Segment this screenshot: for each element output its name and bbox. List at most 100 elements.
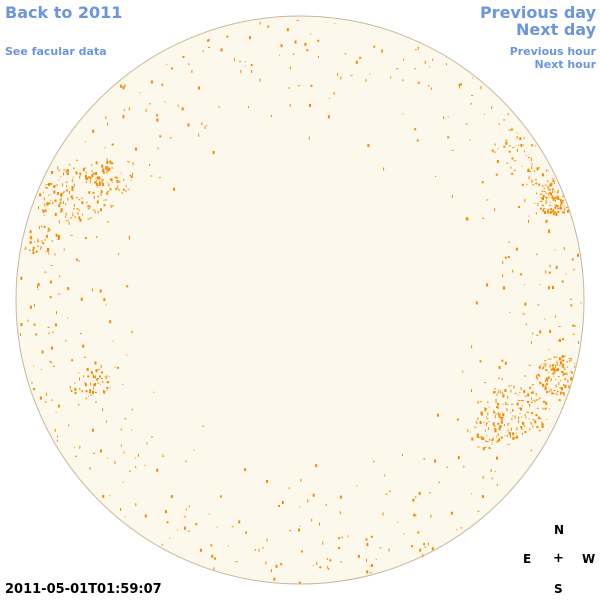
facular-speck <box>82 213 84 216</box>
facular-speck <box>503 145 506 148</box>
facular-speck <box>553 370 555 373</box>
facular-speck <box>135 147 137 151</box>
facular-speck <box>79 333 82 335</box>
facular-speck <box>103 390 106 394</box>
facular-speck <box>418 491 421 495</box>
facular-speck <box>560 380 562 382</box>
facular-speck <box>511 417 513 420</box>
facular-speck <box>403 533 405 535</box>
facular-speck <box>539 193 542 195</box>
facular-speck <box>77 208 80 210</box>
facular-speck <box>414 68 417 70</box>
facular-speck <box>539 284 541 286</box>
facular-speck <box>541 193 543 195</box>
facular-speck <box>570 377 573 381</box>
facular-speck <box>558 399 561 402</box>
facular-speck <box>216 526 218 528</box>
facular-speck <box>570 371 573 373</box>
facular-speck <box>502 392 504 395</box>
facular-speck <box>94 181 97 184</box>
facular-speck <box>116 366 119 369</box>
facular-speck <box>388 548 390 552</box>
facular-speck <box>437 413 439 417</box>
facular-speck <box>401 454 403 456</box>
facular-speck <box>92 390 95 394</box>
facular-speck <box>554 206 557 209</box>
facular-speck <box>89 217 92 219</box>
facular-speck <box>516 136 518 139</box>
facular-speck <box>42 210 45 214</box>
facular-speck <box>561 359 563 361</box>
facular-speck <box>427 542 429 546</box>
facular-speck <box>511 403 514 405</box>
facular-speck <box>551 177 553 179</box>
facular-speck <box>120 84 123 88</box>
facular-speck <box>366 543 369 546</box>
facular-speck <box>509 434 511 436</box>
facular-speck <box>127 161 129 162</box>
facular-speck <box>108 183 110 187</box>
facular-speck <box>63 169 66 171</box>
facular-speck <box>553 210 555 214</box>
facular-speck <box>514 415 516 419</box>
facular-speck <box>89 466 91 470</box>
facular-speck <box>496 456 498 460</box>
facular-speck <box>540 364 542 366</box>
facular-speck <box>438 481 440 484</box>
facular-speck <box>556 390 559 392</box>
facular-speck <box>545 369 548 372</box>
facular-speck <box>536 167 539 171</box>
facular-speck <box>536 182 538 185</box>
facular-speck <box>538 416 539 420</box>
facular-speck <box>557 204 558 207</box>
facular-speck <box>338 547 340 549</box>
facular-speck <box>553 369 555 371</box>
facular-speck <box>208 513 210 515</box>
facular-speck <box>28 249 31 251</box>
facular-speck <box>57 238 60 240</box>
facular-speck <box>306 49 309 52</box>
facular-speck <box>169 537 171 539</box>
solar-disk <box>15 15 585 585</box>
next-day-link[interactable]: Next day <box>516 20 596 39</box>
facular-speck <box>70 234 73 236</box>
facular-speck <box>72 197 74 200</box>
next-hour-link[interactable]: Next hour <box>534 58 597 71</box>
facular-speck <box>499 416 502 419</box>
facular-speck <box>499 425 502 428</box>
see-facular-data-link[interactable]: See facular data <box>5 45 107 58</box>
facular-speck <box>265 561 267 565</box>
facular-speck <box>327 565 329 569</box>
facular-speck <box>546 418 548 420</box>
facular-speck <box>501 378 503 381</box>
back-to-year-link[interactable]: Back to 2011 <box>5 3 123 22</box>
facular-speck <box>541 367 543 370</box>
facular-speck <box>95 369 98 373</box>
facular-speck <box>551 373 553 375</box>
facular-speck <box>73 447 75 449</box>
facular-speck <box>518 420 520 424</box>
facular-speck <box>75 171 78 174</box>
facular-speck <box>60 197 62 201</box>
previous-day-link[interactable]: Previous day <box>479 3 596 22</box>
facular-speck <box>104 376 106 378</box>
facular-speck <box>529 386 532 389</box>
facular-speck <box>549 408 550 410</box>
previous-hour-link[interactable]: Previous hour <box>509 45 596 58</box>
facular-speck <box>556 392 558 396</box>
facular-speck <box>546 210 549 214</box>
facular-speck <box>563 393 565 397</box>
facular-speck <box>289 66 291 70</box>
facular-speck <box>53 185 56 187</box>
facular-speck <box>496 440 499 443</box>
facular-speck <box>89 191 91 193</box>
facular-speck <box>417 46 419 50</box>
facular-speck <box>485 440 487 443</box>
facular-speck <box>559 387 561 389</box>
facular-speck <box>477 418 479 421</box>
facular-speck <box>49 296 52 299</box>
facular-speck <box>520 426 523 428</box>
facular-speck <box>555 200 556 202</box>
facular-speck <box>548 390 550 393</box>
